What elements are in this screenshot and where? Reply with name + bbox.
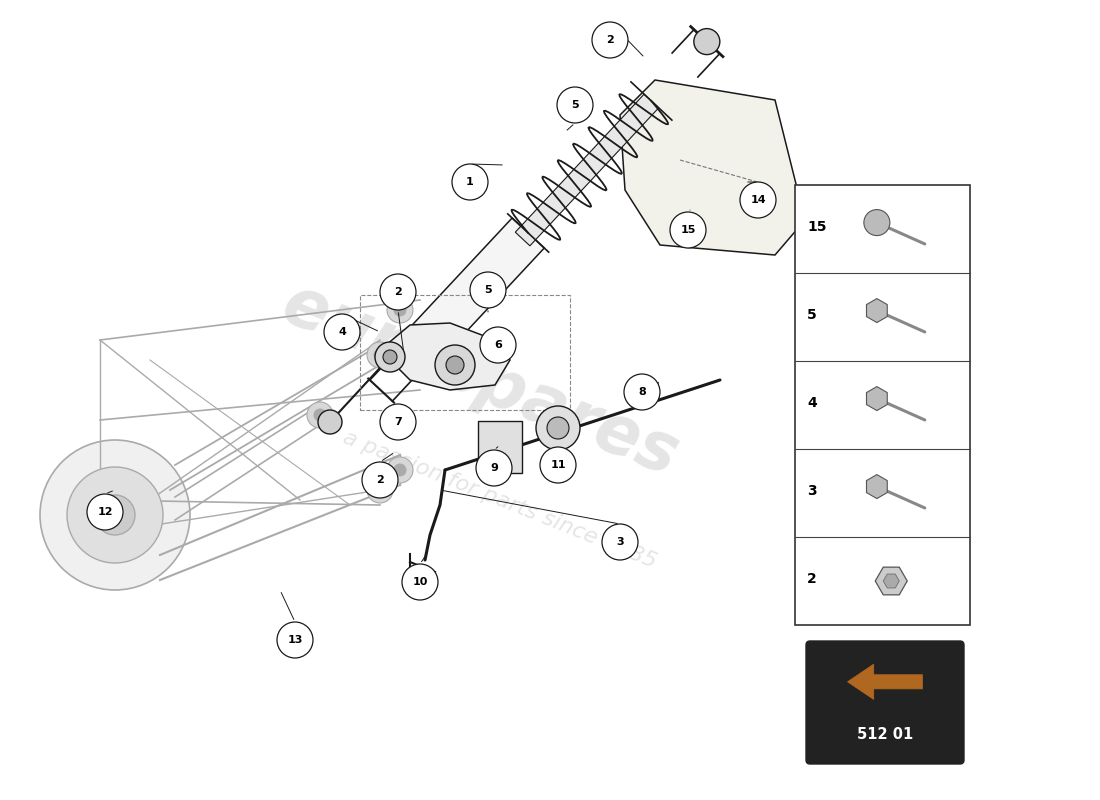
Circle shape: [277, 622, 313, 658]
Polygon shape: [515, 94, 659, 246]
Circle shape: [362, 462, 398, 498]
Text: 6: 6: [494, 340, 502, 350]
Text: 13: 13: [287, 635, 303, 645]
Circle shape: [540, 447, 576, 483]
Text: 14: 14: [750, 195, 766, 205]
Text: 11: 11: [550, 460, 565, 470]
Text: 2: 2: [376, 475, 384, 485]
Text: 3: 3: [807, 484, 816, 498]
Circle shape: [394, 304, 406, 316]
Circle shape: [314, 409, 326, 421]
Circle shape: [40, 440, 190, 590]
Polygon shape: [876, 567, 907, 595]
Circle shape: [592, 22, 628, 58]
Text: 8: 8: [638, 387, 646, 397]
Circle shape: [470, 272, 506, 308]
Text: 1: 1: [466, 177, 474, 187]
Circle shape: [67, 467, 163, 563]
Circle shape: [324, 314, 360, 350]
Circle shape: [452, 164, 488, 200]
Circle shape: [379, 274, 416, 310]
Circle shape: [394, 464, 406, 476]
Circle shape: [383, 350, 397, 364]
Text: 2: 2: [807, 572, 816, 586]
Circle shape: [624, 374, 660, 410]
Text: 5: 5: [571, 100, 579, 110]
Text: 3: 3: [616, 537, 624, 547]
Polygon shape: [867, 298, 888, 322]
Circle shape: [557, 87, 593, 123]
Circle shape: [374, 349, 386, 361]
Text: 2: 2: [606, 35, 614, 45]
Text: 7: 7: [394, 417, 402, 427]
Text: 2: 2: [394, 287, 402, 297]
Circle shape: [446, 356, 464, 374]
Polygon shape: [867, 474, 888, 498]
Circle shape: [536, 406, 580, 450]
Text: 5: 5: [484, 285, 492, 295]
Circle shape: [480, 327, 516, 363]
Circle shape: [367, 477, 393, 503]
Text: 15: 15: [807, 220, 826, 234]
Polygon shape: [620, 80, 805, 255]
Circle shape: [476, 450, 512, 486]
Circle shape: [402, 564, 438, 600]
Circle shape: [387, 457, 412, 483]
Circle shape: [670, 212, 706, 248]
Text: 9: 9: [491, 463, 498, 473]
Circle shape: [547, 417, 569, 439]
Polygon shape: [883, 574, 900, 588]
Circle shape: [864, 210, 890, 235]
Polygon shape: [867, 386, 888, 410]
Circle shape: [307, 402, 333, 428]
Text: 15: 15: [680, 225, 695, 235]
Polygon shape: [847, 664, 923, 699]
Circle shape: [367, 342, 393, 368]
FancyBboxPatch shape: [795, 185, 970, 625]
Circle shape: [602, 524, 638, 560]
Circle shape: [379, 404, 416, 440]
Circle shape: [87, 494, 123, 530]
Text: 512 01: 512 01: [857, 727, 913, 742]
Circle shape: [374, 484, 386, 496]
Circle shape: [95, 495, 135, 535]
Text: 10: 10: [412, 577, 428, 587]
Circle shape: [740, 182, 776, 218]
Text: 4: 4: [807, 396, 816, 410]
FancyBboxPatch shape: [806, 641, 964, 764]
Circle shape: [387, 297, 412, 323]
Circle shape: [694, 29, 719, 54]
Text: 5: 5: [807, 308, 816, 322]
FancyBboxPatch shape: [478, 421, 522, 473]
Circle shape: [318, 410, 342, 434]
Polygon shape: [389, 218, 544, 380]
Circle shape: [375, 342, 405, 372]
Circle shape: [434, 345, 475, 385]
Polygon shape: [379, 323, 510, 390]
Text: 12: 12: [97, 507, 112, 517]
Text: a passion for parts since 1985: a passion for parts since 1985: [340, 428, 660, 572]
Text: 4: 4: [338, 327, 345, 337]
Text: eurospares: eurospares: [273, 270, 688, 490]
